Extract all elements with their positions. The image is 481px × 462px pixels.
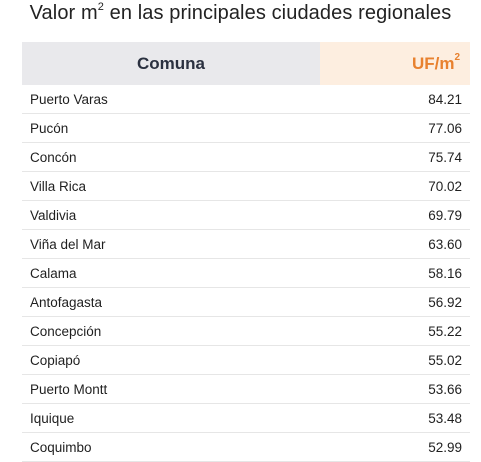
- table-row: Pucón 77.06: [22, 113, 470, 143]
- uf-value-cell: 77.06: [320, 113, 470, 143]
- comuna-cell: Villa Rica: [22, 171, 320, 201]
- table-row: Villa Rica 70.02: [22, 171, 470, 201]
- comuna-cell: Pucón: [22, 113, 320, 143]
- table-row: Concepción 55.22: [22, 316, 470, 346]
- comuna-cell: Iquique: [22, 403, 320, 433]
- comuna-cell: Coquimbo: [22, 432, 320, 462]
- table-row: Calama 58.16: [22, 258, 470, 288]
- comuna-cell: Puerto Montt: [22, 374, 320, 404]
- table-row: Valdivia 69.79: [22, 200, 470, 230]
- uf-value-cell: 63.60: [320, 229, 470, 259]
- comuna-cell: Copiapó: [22, 345, 320, 375]
- chart-title-rest: en las principales ciudades regionales: [103, 2, 452, 24]
- table-row: Antofagasta 56.92: [22, 287, 470, 317]
- uf-value-cell: 70.02: [320, 171, 470, 201]
- table-row: Concón 75.74: [22, 142, 470, 172]
- table-row: Copiapó 55.02: [22, 345, 470, 375]
- table-row: Iquique 53.48: [22, 403, 470, 433]
- comuna-cell: Concepción: [22, 316, 320, 346]
- table-row: Coquimbo 52.99: [22, 432, 470, 462]
- table-row: Puerto Montt 53.66: [22, 374, 470, 404]
- uf-value-cell: 53.66: [320, 374, 470, 404]
- table-row: Puerto Varas 84.21: [22, 85, 470, 114]
- table-row: Viña del Mar 63.60: [22, 229, 470, 259]
- uf-value-cell: 58.16: [320, 258, 470, 288]
- uf-value-cell: 53.48: [320, 403, 470, 433]
- comuna-cell: Calama: [22, 258, 320, 288]
- chart-title-superscript: 2: [97, 1, 104, 13]
- chart-title: Valor m2 en las principales ciudades reg…: [0, 1, 481, 25]
- comuna-cell: Puerto Varas: [22, 85, 320, 114]
- table-body: Puerto Varas 84.21 Pucón 77.06 Concón 75.74 Vi…: [22, 85, 470, 462]
- chart-title-main: Valor m: [29, 2, 98, 24]
- comuna-cell: Antofagasta: [22, 287, 320, 317]
- uf-value-cell: 55.22: [320, 316, 470, 346]
- comuna-cell: Viña del Mar: [22, 229, 320, 259]
- uf-value-cell: 56.92: [320, 287, 470, 317]
- uf-value-cell: 84.21: [320, 85, 470, 114]
- header-uf-superscript: 2: [454, 51, 460, 63]
- uf-value-cell: 55.02: [320, 345, 470, 375]
- uf-value-cell: 75.74: [320, 142, 470, 172]
- uf-value-cell: 52.99: [320, 432, 470, 462]
- header-comuna: Comuna: [22, 42, 320, 85]
- comuna-cell: Concón: [22, 142, 320, 172]
- header-uf-label: UF/m: [411, 53, 455, 73]
- header-uf-m2: UF/m2: [320, 42, 470, 85]
- table-header-row: Comuna UF/m2: [22, 42, 470, 85]
- data-table: Comuna UF/m2 Puerto Varas 84.21 Pucón 77.06…: [22, 42, 470, 462]
- uf-value-cell: 69.79: [320, 200, 470, 230]
- comuna-cell: Valdivia: [22, 200, 320, 230]
